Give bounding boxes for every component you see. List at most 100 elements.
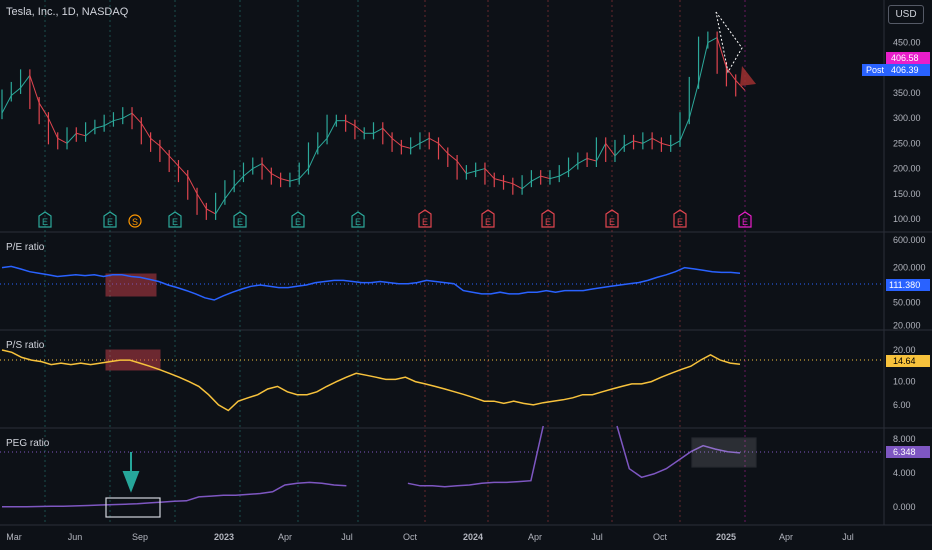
earnings-marker-label: E bbox=[677, 217, 683, 227]
price-candle-body bbox=[642, 137, 653, 144]
price-candle-body bbox=[66, 132, 77, 144]
price-candle-body bbox=[447, 153, 458, 162]
price-candle-body bbox=[438, 143, 449, 154]
projection-wedge bbox=[740, 66, 756, 86]
x-tick-label: 2024 bbox=[463, 532, 483, 542]
pe-tick-label: 20.000 bbox=[893, 320, 921, 330]
price-candle-body bbox=[559, 170, 569, 177]
price-candle-body bbox=[326, 120, 337, 139]
price-tick-label: 350.00 bbox=[893, 88, 921, 98]
price-candle-body bbox=[168, 155, 179, 167]
price-candle-body bbox=[85, 127, 96, 137]
price-candle-body bbox=[679, 117, 690, 142]
price-candle-body bbox=[1, 95, 12, 114]
price-candle-body bbox=[140, 122, 152, 139]
price-candle-body bbox=[475, 168, 486, 172]
peg-last-tag bbox=[886, 446, 930, 458]
peg-tick-label: 0.000 bbox=[893, 502, 916, 512]
price-candle-body bbox=[159, 145, 170, 157]
price-candle-body bbox=[280, 178, 291, 182]
price-candle-body bbox=[586, 158, 597, 162]
x-tick-label: Jul bbox=[842, 532, 854, 542]
price-tick-label: 250.00 bbox=[893, 138, 921, 148]
peg-tick-label: 4.000 bbox=[893, 468, 916, 478]
price-candle-body bbox=[716, 37, 727, 68]
price-candle-body bbox=[651, 137, 662, 144]
earnings-marker bbox=[233, 211, 247, 228]
earnings-marker-label: E bbox=[742, 217, 748, 227]
x-tick-label: Mar bbox=[6, 532, 22, 542]
peg-title: PEG ratio bbox=[6, 438, 50, 449]
price-candle-body bbox=[456, 160, 467, 174]
earnings-marker bbox=[291, 211, 305, 228]
price-candle-body bbox=[308, 148, 319, 169]
pe-tick-label: 600.000 bbox=[893, 235, 926, 245]
price-candle-body bbox=[484, 168, 495, 179]
price-candle-body bbox=[698, 42, 709, 84]
earnings-marker-label: E bbox=[107, 217, 113, 227]
price-candle-body bbox=[178, 165, 189, 177]
price-tick-label: 450.00 bbox=[893, 38, 921, 48]
currency-button[interactable]: USD bbox=[888, 5, 924, 24]
price-candle-body bbox=[94, 125, 105, 129]
price-candle-body bbox=[391, 137, 402, 147]
price-candle-body bbox=[521, 180, 532, 190]
earnings-marker bbox=[168, 211, 182, 228]
ps-last-tag bbox=[886, 355, 930, 367]
price-candle-body bbox=[494, 178, 504, 182]
price-candle-body bbox=[261, 163, 272, 174]
price-candle-body bbox=[57, 137, 68, 144]
post-price-label: 406.39 bbox=[891, 65, 919, 75]
price-candle-body bbox=[410, 142, 421, 149]
ps-title: P/S ratio bbox=[6, 340, 45, 351]
pe-last-label: 111.380 bbox=[889, 280, 920, 290]
price-candle-body bbox=[466, 170, 476, 175]
earnings-marker-label: E bbox=[485, 217, 491, 227]
price-candle-body bbox=[150, 137, 161, 147]
price-tick-label: 150.00 bbox=[893, 189, 921, 199]
peg-highlight-box bbox=[105, 497, 161, 518]
peg-highlight-box-right bbox=[691, 437, 757, 468]
price-candle-body bbox=[317, 137, 328, 149]
price-candle-body bbox=[624, 140, 634, 147]
price-candle-body bbox=[38, 102, 49, 119]
price-candle-body bbox=[233, 175, 244, 187]
price-candle-body bbox=[224, 185, 235, 200]
price-tick-label: 100.00 bbox=[893, 214, 921, 224]
price-candle-body bbox=[549, 175, 560, 180]
price-candle-body bbox=[568, 163, 579, 172]
x-tick-label: Jul bbox=[341, 532, 353, 542]
price-candle-body bbox=[540, 175, 551, 180]
price-candle-body bbox=[614, 145, 625, 157]
x-tick-label: 2023 bbox=[214, 532, 234, 542]
pe-line bbox=[1, 265, 741, 301]
price-candle-body bbox=[373, 127, 384, 134]
earnings-marker bbox=[481, 209, 495, 228]
price-candle-body bbox=[10, 87, 21, 96]
earnings-marker-label: E bbox=[545, 217, 551, 227]
x-tick-label: Apr bbox=[528, 532, 542, 542]
earnings-marker-label: E bbox=[355, 217, 361, 227]
price-candle-body bbox=[47, 117, 59, 139]
earnings-marker-label: E bbox=[609, 217, 615, 227]
last-price-tag bbox=[886, 52, 930, 64]
x-tick-label: 2025 bbox=[716, 532, 736, 542]
price-candle-body bbox=[354, 125, 365, 134]
price-candle-body bbox=[512, 183, 523, 190]
price-candle-body bbox=[113, 117, 123, 122]
price-candle-body bbox=[401, 145, 411, 149]
ps-line bbox=[1, 349, 741, 412]
price-candle-body bbox=[605, 143, 616, 157]
price-candle-body bbox=[382, 127, 393, 139]
earnings-marker-label: E bbox=[422, 217, 428, 227]
price-candle-body bbox=[298, 168, 309, 179]
x-tick-label: Sep bbox=[132, 532, 148, 542]
earnings-marker bbox=[673, 209, 687, 228]
price-tick-label: 200.00 bbox=[893, 164, 921, 174]
post-label: Post bbox=[866, 65, 885, 75]
price-candle-body bbox=[20, 75, 31, 89]
peg-line bbox=[2, 425, 741, 508]
ps-tick-label: 20.00 bbox=[893, 345, 916, 355]
